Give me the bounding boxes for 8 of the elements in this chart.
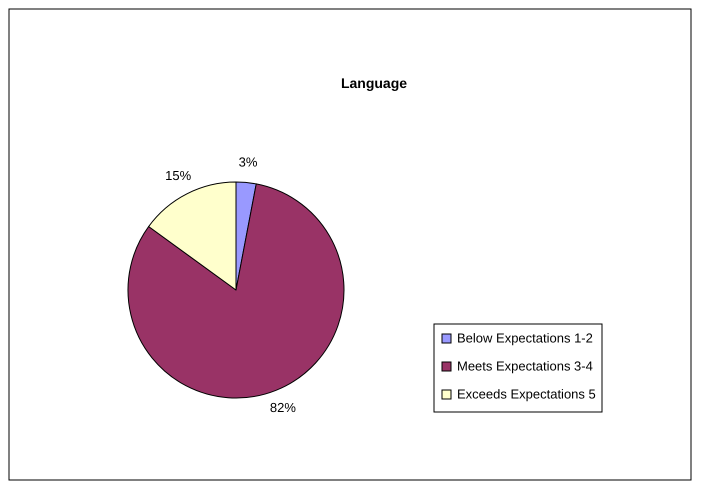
data-label: 3% bbox=[238, 154, 258, 170]
legend-label: Exceeds Expectations 5 bbox=[457, 386, 596, 402]
data-label: 82% bbox=[270, 400, 296, 415]
legend-label: Below Expectations 1-2 bbox=[457, 330, 593, 346]
chart-title: Language bbox=[340, 75, 408, 91]
legend-label: Meets Expectations 3-4 bbox=[457, 358, 593, 374]
data-label: 15% bbox=[165, 168, 192, 183]
pie-slice bbox=[128, 183, 344, 398]
